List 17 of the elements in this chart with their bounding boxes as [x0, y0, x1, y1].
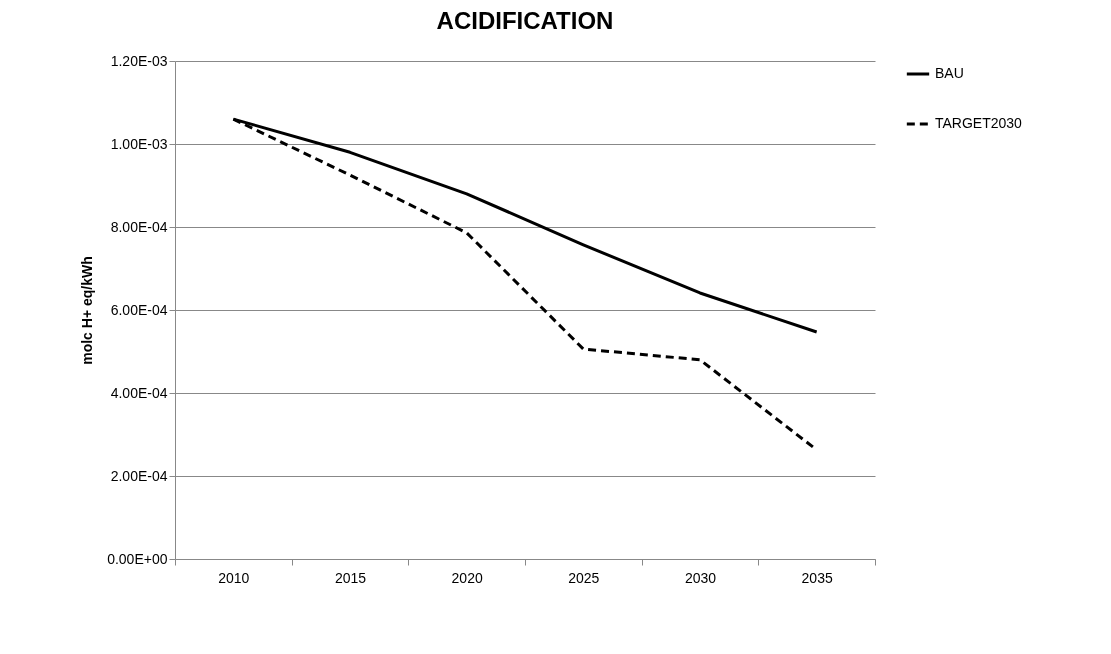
x-tick-label: 2015	[334, 569, 367, 586]
x-tick-label: 2025	[568, 569, 600, 586]
y-tick-label: 1.20E-03	[110, 52, 168, 69]
legend-label: TARGET2030	[935, 115, 1023, 131]
x-tick-label: 2030	[684, 569, 717, 586]
x-tick-label: 2035	[801, 569, 833, 586]
y-tick-label: 6.00E-04	[110, 301, 168, 318]
x-tick-label: 2010	[218, 569, 250, 586]
y-tick-label: 0.00E+00	[107, 550, 168, 567]
legend-label: BAU	[935, 65, 964, 81]
y-tick-label: 4.00E-04	[110, 384, 168, 401]
y-axis-title: molc H+ eq/kWh	[79, 256, 96, 365]
chart-title: ACIDIFICATION	[436, 7, 614, 34]
x-tick-label: 2020	[451, 569, 483, 586]
y-tick-label: 2.00E-04	[110, 467, 168, 484]
y-tick-label: 8.00E-04	[110, 218, 168, 235]
y-tick-label: 1.00E-03	[110, 135, 168, 152]
